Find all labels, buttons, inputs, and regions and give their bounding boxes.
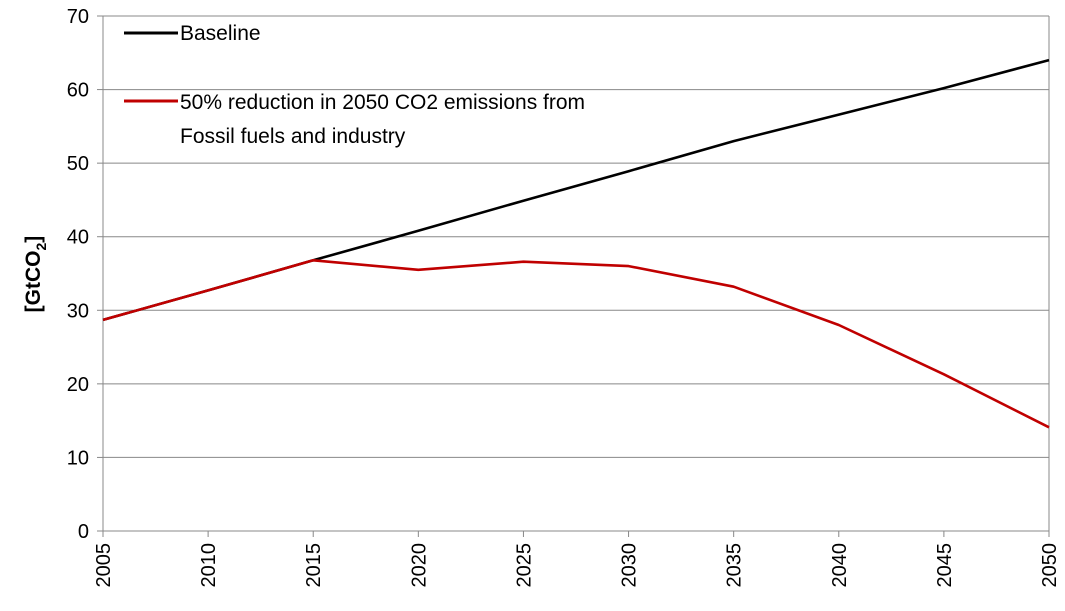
x-tick-label: 2020	[408, 543, 430, 588]
y-tick-label: 20	[67, 374, 89, 396]
x-tick-label: 2050	[1039, 543, 1061, 588]
gridlines	[102, 15, 1050, 532]
x-tick-label: 2025	[513, 543, 535, 588]
y-tick-label: 60	[67, 80, 89, 102]
x-tick-label: 2015	[303, 543, 325, 588]
legend-label-baseline: Baseline	[180, 22, 261, 45]
y-tick-label: 0	[78, 521, 89, 543]
y-axis-label: [GtCO2]	[22, 236, 49, 313]
y-tick-label: 10	[67, 447, 89, 469]
legend-label-reduction: 50% reduction in 2050 CO2 emissions from	[180, 91, 585, 114]
y-tick-label: 50	[67, 153, 89, 175]
x-axis-ticks: 2005 2010 2015 2020 2025 2030 2035 2040 2045 2050	[93, 531, 1061, 588]
y-tick-label: 70	[67, 6, 89, 28]
legend-label-reduction: Fossil fuels and industry	[180, 125, 406, 148]
y-tick-label: 30	[67, 300, 89, 322]
y-tick-label: 40	[67, 227, 89, 249]
x-tick-label: 2035	[724, 543, 746, 588]
x-tick-label: 2045	[934, 543, 956, 588]
y-axis-ticks: 0 10 20 30 40 50 60 70	[67, 6, 103, 543]
series-line-reduction	[102, 258, 1050, 429]
legend: Baseline 50% reduction in 2050 CO2 emissi…	[124, 22, 585, 148]
x-tick-label: 2040	[829, 543, 851, 588]
x-tick-label: 2010	[198, 543, 220, 588]
x-tick-label: 2030	[619, 543, 641, 588]
series-lines	[102, 58, 1050, 429]
x-tick-label: 2005	[93, 543, 115, 588]
